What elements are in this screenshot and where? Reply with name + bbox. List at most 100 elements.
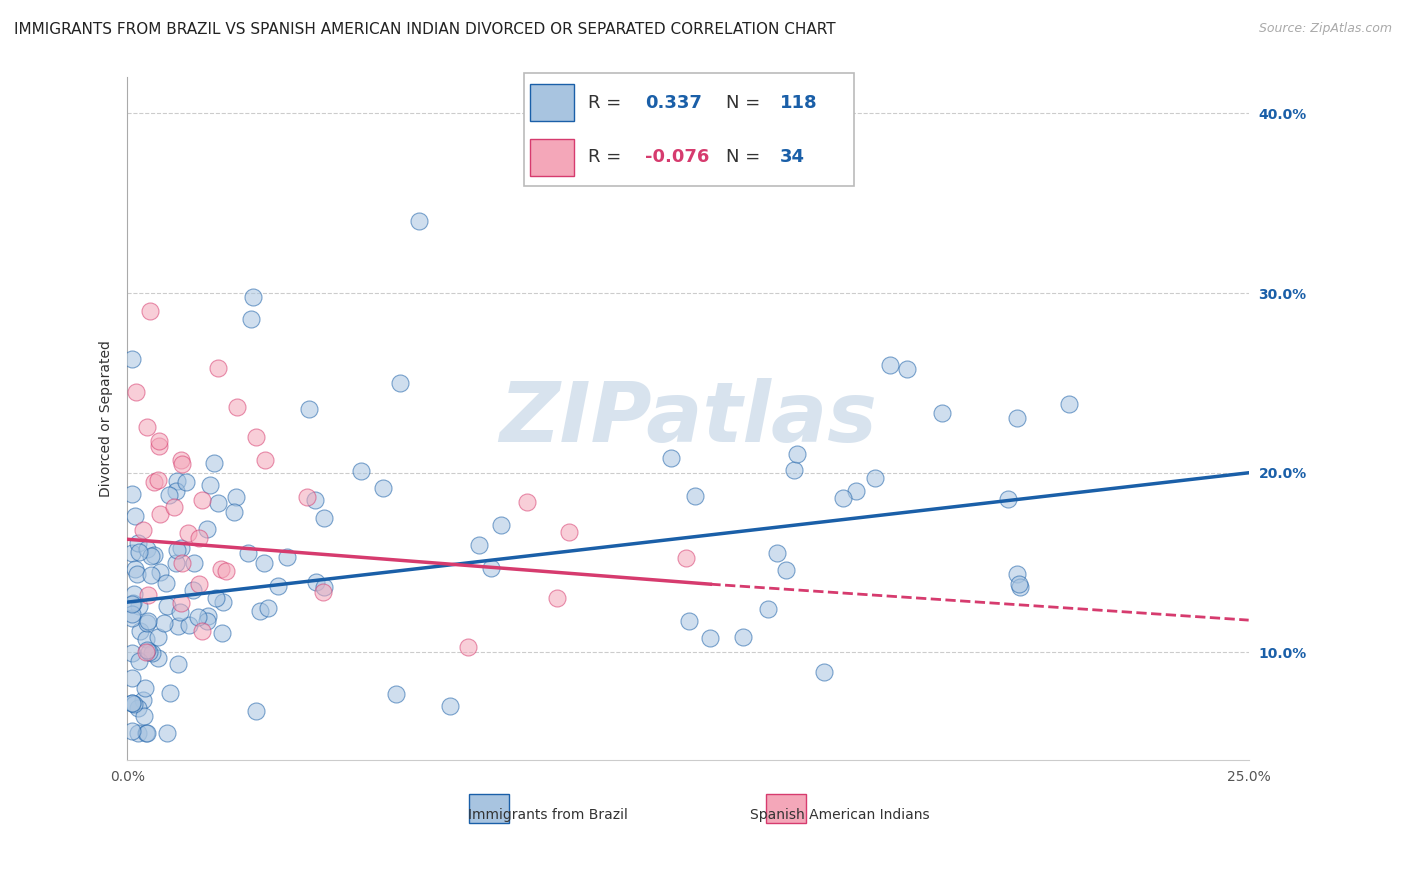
Y-axis label: Divorced or Separated: Divorced or Separated xyxy=(100,341,114,498)
Point xyxy=(1007,577,1029,591)
Point xyxy=(138,614,160,628)
Point xyxy=(181,582,204,597)
Point xyxy=(170,453,193,467)
Point xyxy=(1010,580,1032,594)
Point xyxy=(865,471,887,485)
Point xyxy=(128,599,150,613)
Text: R =: R = xyxy=(588,94,627,112)
Point xyxy=(733,630,755,644)
Point xyxy=(179,618,201,632)
Point xyxy=(254,453,277,467)
Point xyxy=(136,420,159,434)
Point xyxy=(659,451,682,466)
Point xyxy=(215,564,238,578)
Point xyxy=(138,588,160,602)
Point xyxy=(786,447,808,461)
Point xyxy=(122,586,145,600)
Point xyxy=(188,531,211,545)
Point xyxy=(675,551,697,566)
Point xyxy=(304,492,326,507)
Point xyxy=(121,546,143,560)
Point xyxy=(128,545,150,559)
Point xyxy=(148,630,170,644)
Point xyxy=(121,671,143,685)
Point xyxy=(121,723,143,738)
Point xyxy=(149,566,172,580)
Point xyxy=(207,496,229,510)
Point xyxy=(183,556,205,570)
Point xyxy=(143,475,166,489)
Point xyxy=(124,508,146,523)
Text: -0.076: -0.076 xyxy=(645,148,710,166)
Point xyxy=(169,606,191,620)
Point xyxy=(132,523,155,537)
Point xyxy=(314,510,336,524)
Text: 34: 34 xyxy=(780,148,806,166)
Point xyxy=(166,474,188,488)
Point xyxy=(167,657,190,672)
Point xyxy=(121,696,143,710)
Point xyxy=(249,604,271,618)
Point xyxy=(195,614,218,628)
Point xyxy=(134,709,156,723)
Point xyxy=(165,556,187,570)
Point xyxy=(163,500,186,515)
Point xyxy=(467,537,489,551)
Point xyxy=(224,506,246,520)
Point xyxy=(139,549,162,564)
Point xyxy=(170,557,193,571)
Point xyxy=(177,526,200,541)
Text: N =: N = xyxy=(725,148,766,166)
Point xyxy=(135,645,157,659)
Point xyxy=(166,619,188,633)
Point xyxy=(832,491,855,506)
Point xyxy=(134,681,156,695)
Point xyxy=(135,726,157,740)
FancyBboxPatch shape xyxy=(523,72,855,186)
Point xyxy=(245,430,267,444)
Point xyxy=(558,524,581,539)
Point xyxy=(349,464,371,478)
Point xyxy=(211,626,233,640)
Text: Source: ZipAtlas.com: Source: ZipAtlas.com xyxy=(1258,22,1392,36)
Point xyxy=(153,616,176,631)
Point xyxy=(121,607,143,622)
Point xyxy=(122,698,145,712)
Point xyxy=(156,599,179,614)
Point xyxy=(457,640,479,655)
Point xyxy=(845,483,868,498)
Point xyxy=(132,693,155,707)
Point xyxy=(127,536,149,550)
Point xyxy=(489,518,512,533)
Point xyxy=(373,481,395,495)
Point xyxy=(157,487,180,501)
Point xyxy=(124,562,146,576)
Point xyxy=(129,624,152,639)
Point xyxy=(135,541,157,556)
Point xyxy=(408,214,430,228)
Point xyxy=(148,434,170,449)
Text: IMMIGRANTS FROM BRAZIL VS SPANISH AMERICAN INDIAN DIVORCED OR SEPARATED CORRELAT: IMMIGRANTS FROM BRAZIL VS SPANISH AMERIC… xyxy=(14,22,835,37)
Point xyxy=(683,489,706,503)
Point xyxy=(121,596,143,610)
Point xyxy=(121,598,143,612)
Point xyxy=(225,400,247,414)
FancyBboxPatch shape xyxy=(766,795,806,823)
Point xyxy=(388,376,411,391)
FancyBboxPatch shape xyxy=(530,138,574,176)
Point xyxy=(205,591,228,606)
Point xyxy=(678,614,700,628)
Point xyxy=(546,591,568,606)
Point xyxy=(813,665,835,679)
Point xyxy=(121,646,143,660)
Point xyxy=(305,574,328,589)
Point xyxy=(225,491,247,505)
Point xyxy=(125,384,148,399)
Point xyxy=(187,577,209,591)
Point xyxy=(879,358,901,372)
Point xyxy=(207,360,229,375)
Point xyxy=(186,610,208,624)
Point xyxy=(197,608,219,623)
Point xyxy=(127,726,149,740)
Point xyxy=(139,568,162,582)
